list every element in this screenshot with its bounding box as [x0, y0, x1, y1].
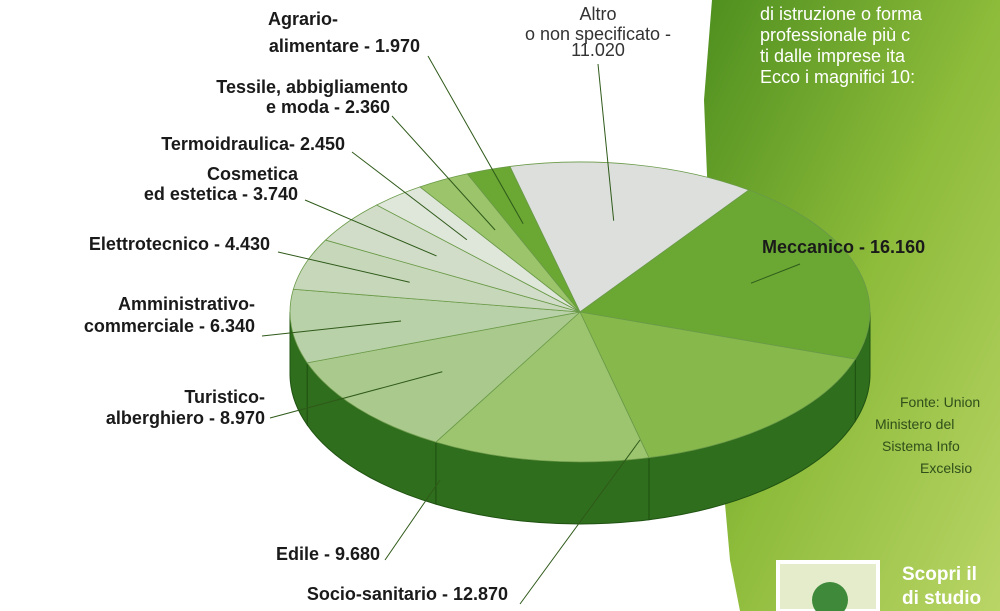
slice-label: Cosmetica	[207, 164, 299, 184]
slice-label: Agrario-	[268, 9, 338, 29]
intro-line: Ecco i magnifici 10:	[760, 67, 915, 87]
promo-line: di studio	[902, 588, 981, 609]
slice-label: e moda - 2.360	[266, 97, 390, 117]
source-text: Fonte: Union Ministero del Sistema Info Exc…	[875, 394, 980, 476]
leader-line	[391, 115, 496, 231]
pie-slice	[579, 311, 856, 459]
slice-label: Socio-sanitario - 12.870	[307, 584, 508, 604]
pie-slice	[289, 288, 581, 364]
slice-label: Tessile, abbigliamento	[216, 77, 408, 97]
slice-label: Termoidraulica- 2.450	[161, 134, 345, 154]
slice-label: o non specificato -	[525, 24, 671, 44]
slice-label: commerciale - 6.340	[84, 316, 255, 336]
slice-label: Edile - 9.680	[276, 544, 380, 564]
intro-line: professionale più c	[760, 25, 910, 45]
pie-slice	[306, 311, 582, 443]
leader-line	[384, 479, 441, 561]
promo-line: Scopri il	[902, 564, 977, 585]
leader-line	[750, 263, 801, 284]
slice-label: Meccanico - 16.160	[762, 237, 925, 257]
leader-line	[351, 151, 468, 241]
intro-line: ti dalle imprese ita	[760, 46, 906, 66]
pie-slice	[509, 161, 750, 313]
slice-label: ed estetica - 3.740	[144, 184, 298, 204]
slice-label: Turistico-	[184, 387, 265, 407]
promo-icon-figure	[812, 582, 848, 611]
leader-line	[427, 55, 524, 225]
intro-line: di istruzione o forma	[760, 4, 923, 24]
source-line: Ministero del	[875, 416, 954, 432]
pie-slice	[466, 166, 581, 313]
leader-line	[269, 371, 443, 419]
leader-line	[277, 251, 410, 283]
slice-label: alberghiero - 8.970	[106, 408, 265, 428]
leader-line	[304, 199, 437, 257]
pie	[289, 161, 871, 525]
pie-slice	[578, 189, 871, 360]
leader-line	[597, 63, 615, 221]
slice-label: Altro	[579, 4, 616, 24]
pie-slice	[435, 311, 650, 463]
slice-label: 11.020	[571, 40, 625, 60]
source-line: Sistema Info	[882, 438, 960, 454]
leader-line	[261, 320, 402, 337]
slice-label: alimentare - 1.970	[269, 36, 420, 56]
source-line: Fonte: Union	[900, 394, 980, 410]
leader-line	[519, 439, 641, 605]
source-line: Excelsio	[920, 460, 972, 476]
slice-label: Amministrativo-	[118, 294, 255, 314]
slice-label: Elettrotecnico - 4.430	[89, 234, 270, 254]
